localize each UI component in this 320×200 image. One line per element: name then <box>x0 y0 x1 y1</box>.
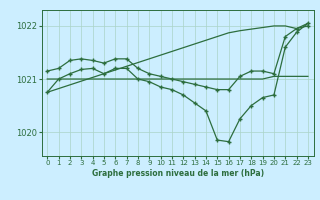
X-axis label: Graphe pression niveau de la mer (hPa): Graphe pression niveau de la mer (hPa) <box>92 169 264 178</box>
